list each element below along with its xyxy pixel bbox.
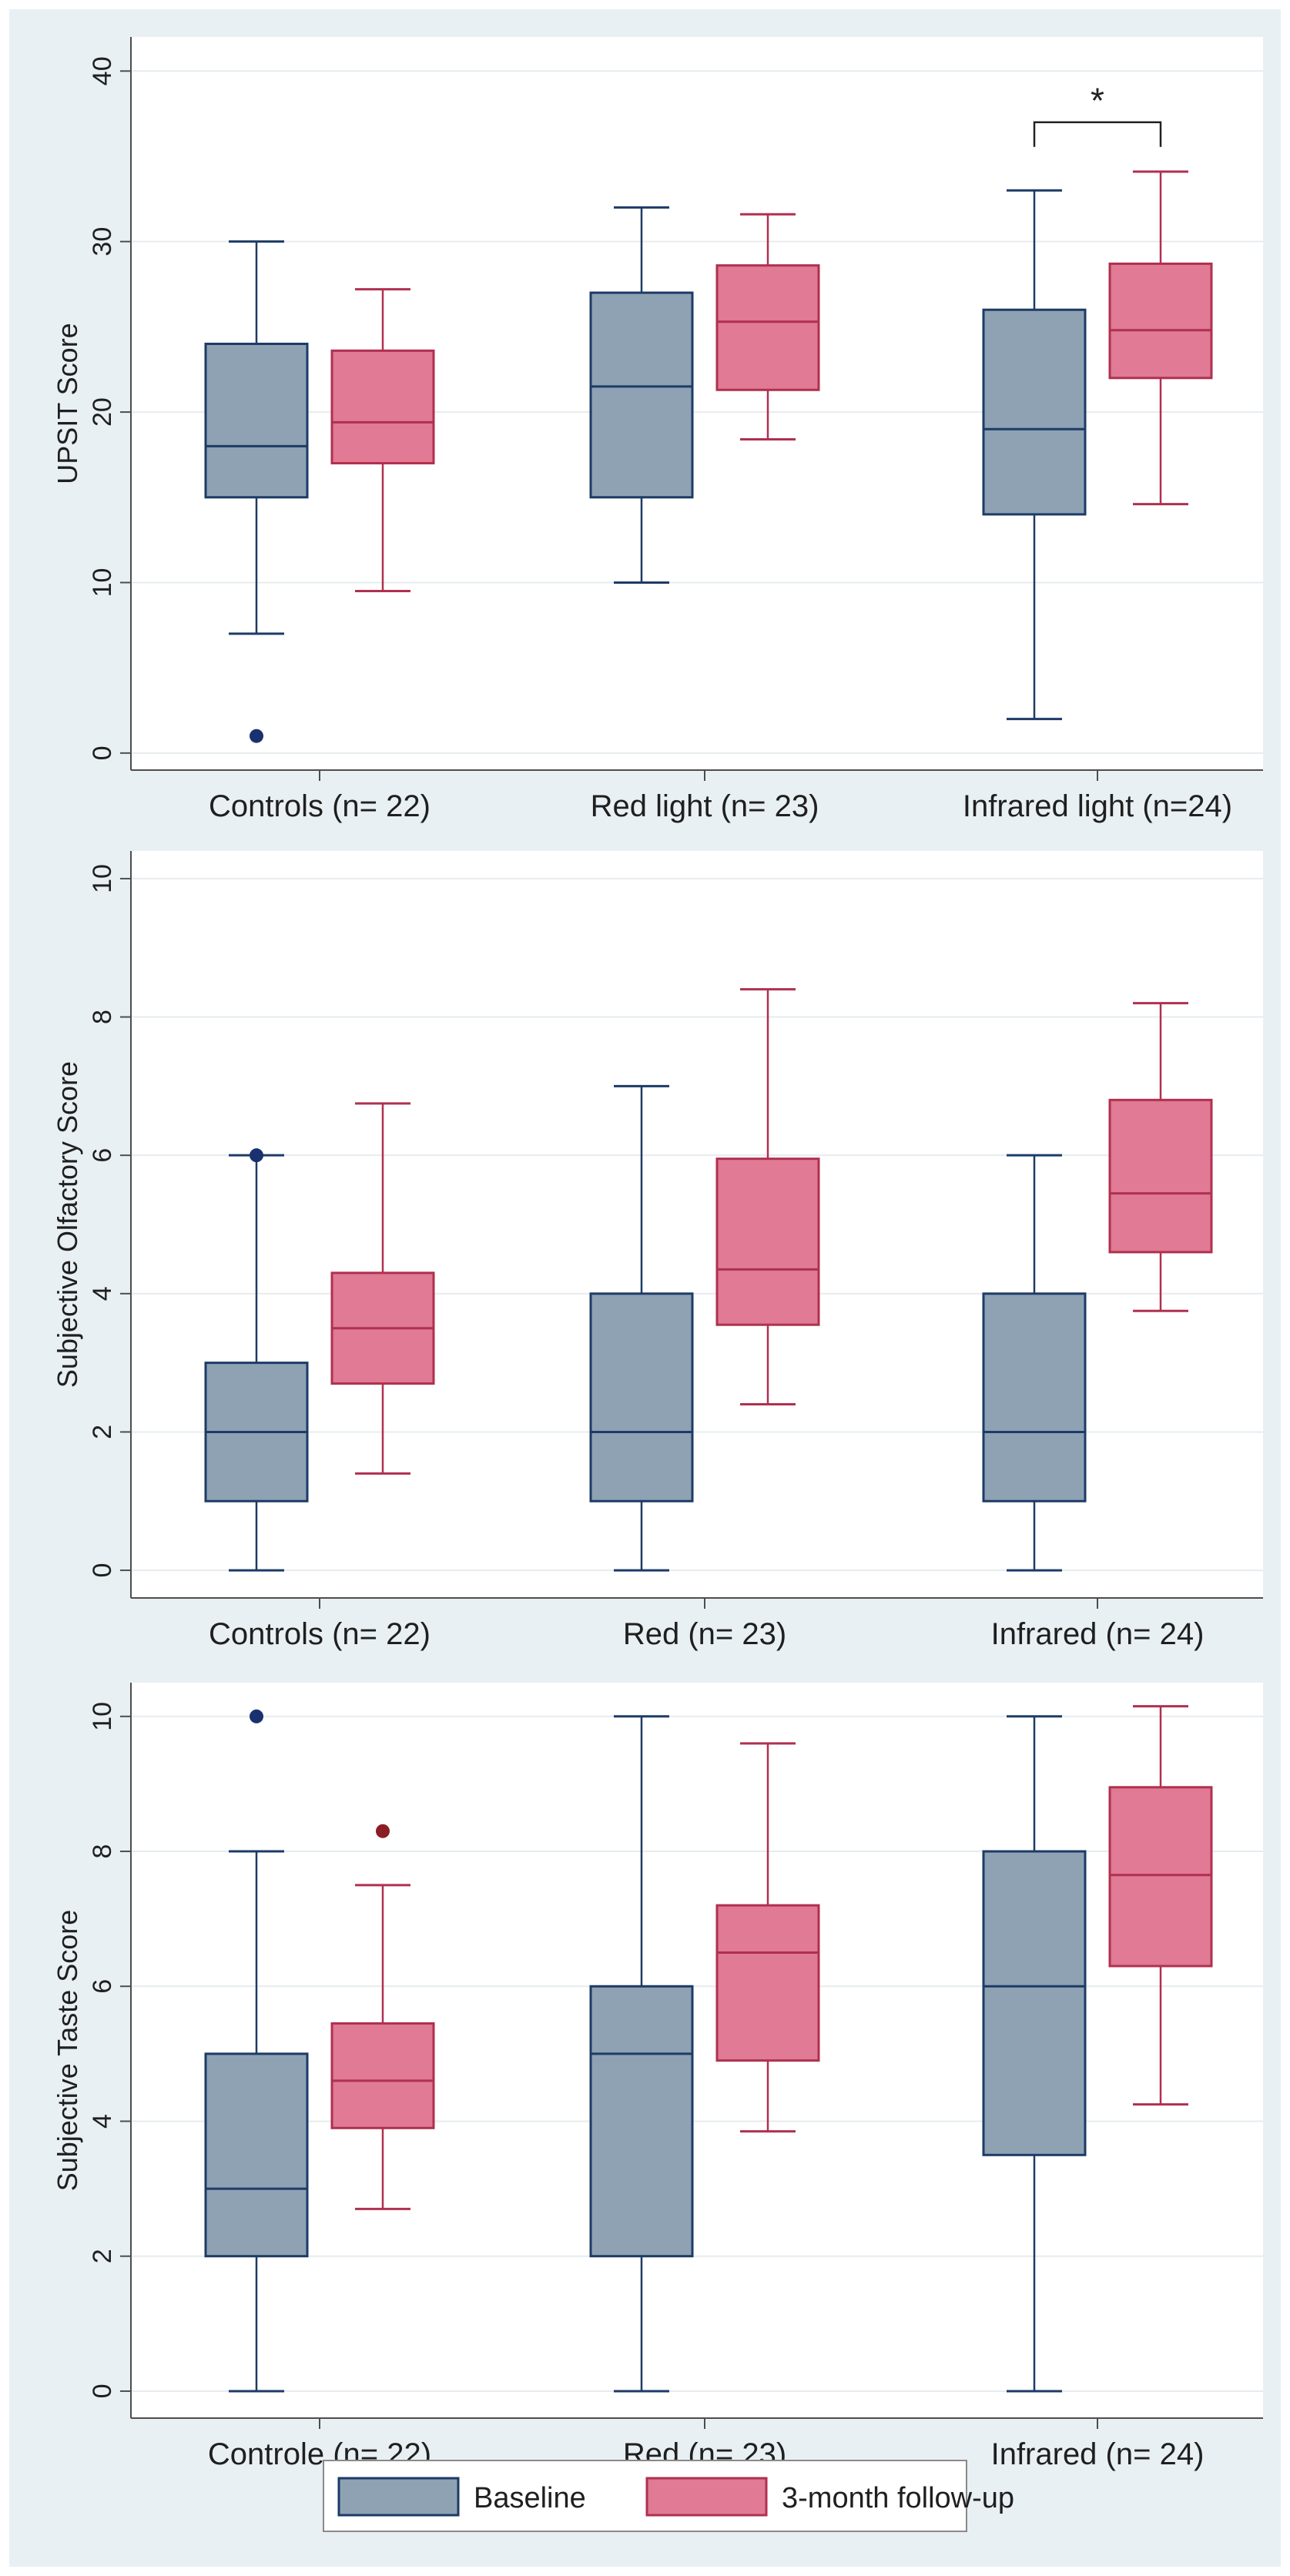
legend-swatch	[645, 2477, 768, 2517]
box-followup-2	[1108, 1705, 1213, 2106]
box-followup-1	[715, 213, 820, 440]
y-tick-label: 6	[88, 1979, 117, 1994]
y-tick-label: 10	[88, 864, 117, 893]
y-tick-label: 30	[88, 227, 117, 256]
box-followup-2	[1108, 1002, 1213, 1312]
y-tick-label: 6	[88, 1148, 117, 1163]
box-iqr	[715, 1904, 820, 2062]
legend: Baseline 3-month follow-up	[323, 2460, 1014, 2532]
legend-label: 3-month follow-up	[782, 2482, 1014, 2514]
box-followup-2	[1108, 170, 1213, 506]
x-category-label: Red (n= 23)	[623, 1617, 786, 1651]
box-iqr	[204, 2052, 309, 2258]
box-iqr	[982, 1292, 1087, 1502]
box-followup-1	[715, 1742, 820, 2133]
box-iqr	[589, 291, 694, 499]
box-followup-0	[330, 1102, 435, 1475]
plot-area	[131, 1683, 1263, 2418]
y-tick-label: 4	[88, 2114, 117, 2129]
outlier-point	[250, 729, 263, 743]
box-baseline-1	[589, 1715, 694, 2393]
y-tick-label: 10	[88, 1702, 117, 1731]
y-tick-label: 8	[88, 1010, 117, 1024]
box-iqr	[715, 264, 820, 391]
significance-asterisk: *	[1091, 81, 1104, 121]
y-tick-label: 8	[88, 1844, 117, 1859]
y-tick-label: 40	[88, 56, 117, 85]
box-followup-0	[330, 1824, 435, 2210]
box-iqr	[715, 1157, 820, 1326]
x-category-label: Controls (n= 22)	[209, 789, 431, 823]
y-tick-label: 4	[88, 1286, 117, 1301]
box-iqr	[204, 343, 309, 499]
box-baseline-0	[204, 1148, 309, 1572]
y-tick-label: 20	[88, 397, 117, 427]
legend-item-baseline: Baseline	[337, 2477, 586, 2517]
significance-bracket: *	[1033, 81, 1162, 147]
x-category-label: Infrared (n= 24)	[991, 2437, 1205, 2471]
x-category-label: Infrared (n= 24)	[991, 1617, 1205, 1651]
box-iqr	[589, 1985, 694, 2258]
outlier-point	[250, 1148, 263, 1163]
y-tick-label: 10	[88, 568, 117, 598]
panel-olfactory: 0 2 4 6 8 10 Subjective Olfactory Score Control…	[52, 851, 1263, 1651]
box-baseline-2	[982, 1715, 1087, 2393]
box-followup-0	[330, 288, 435, 593]
box-baseline-1	[589, 206, 694, 584]
box-baseline-2	[982, 189, 1087, 721]
y-axis-title: Subjective Taste Score	[52, 1910, 83, 2192]
box-iqr	[330, 349, 435, 464]
y-tick-label: 0	[88, 1563, 117, 1578]
box-baseline-0	[204, 1709, 309, 2393]
outlier-point	[250, 1709, 263, 1723]
y-tick-label: 0	[88, 2383, 117, 2398]
panel-upsit: 0 10 20 30 40 UPSIT Score Controls (n= 22) Red …	[52, 37, 1263, 823]
legend-swatch	[337, 2477, 460, 2517]
box-iqr	[1108, 1098, 1213, 1254]
box-iqr	[982, 1850, 1087, 2156]
outlier-point	[376, 1824, 390, 1838]
box-baseline-0	[204, 240, 309, 743]
box-iqr	[589, 1292, 694, 1502]
box-iqr	[1108, 262, 1213, 380]
y-tick-label: 2	[88, 2249, 117, 2263]
x-category-label: Controls (n= 22)	[209, 1617, 431, 1651]
y-tick-label: 2	[88, 1425, 117, 1439]
y-tick-label: 0	[88, 745, 117, 760]
legend-item-followup: 3-month follow-up	[645, 2477, 1014, 2517]
legend-label: Baseline	[474, 2482, 586, 2514]
x-category-label: Infrared light (n=24)	[963, 789, 1232, 823]
bracket-line	[1033, 121, 1162, 147]
box-iqr	[1108, 1786, 1213, 1968]
y-axis-title: UPSIT Score	[52, 323, 83, 484]
box-baseline-2	[982, 1154, 1087, 1572]
box-baseline-1	[589, 1084, 694, 1572]
y-axis-title: Subjective Olfactory Score	[52, 1061, 83, 1388]
box-iqr	[330, 2022, 435, 2129]
box-followup-1	[715, 988, 820, 1406]
box-iqr	[982, 308, 1087, 516]
x-category-label: Red light (n= 23)	[591, 789, 819, 823]
